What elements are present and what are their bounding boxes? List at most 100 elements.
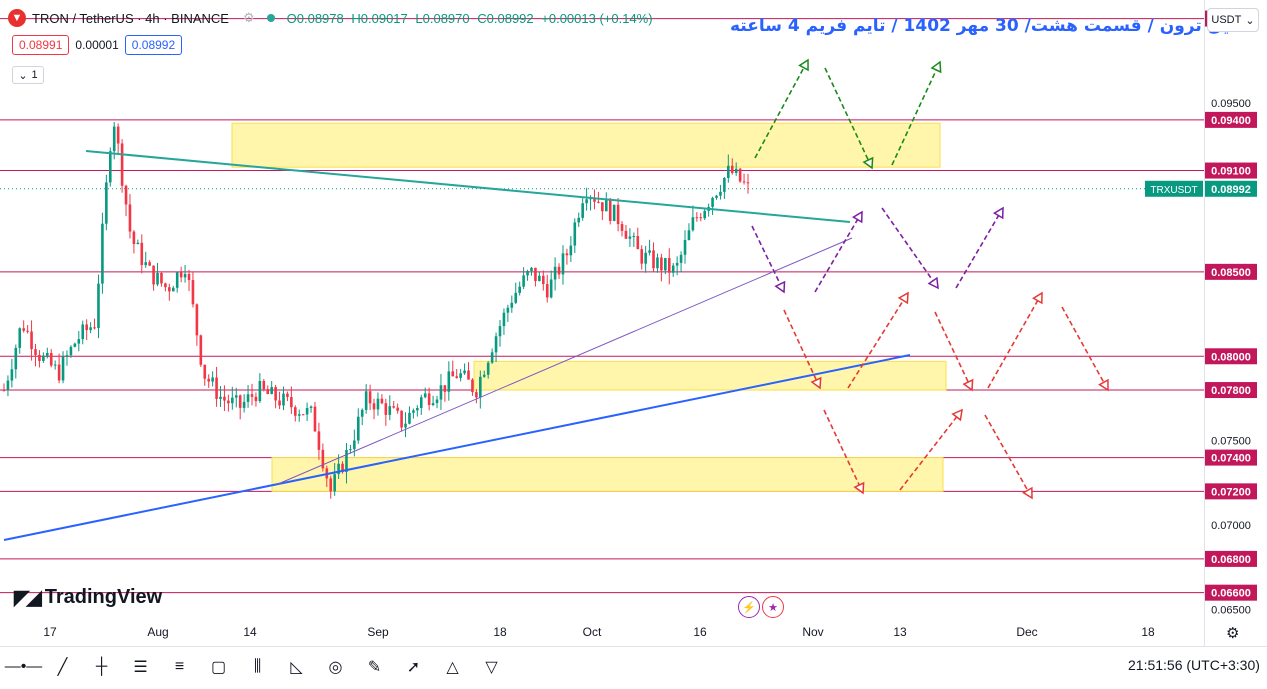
- rectangle-tool-icon[interactable]: ▢: [210, 659, 227, 676]
- x-tick-label: 17: [43, 625, 57, 639]
- candle-body: [679, 254, 683, 263]
- clock-timezone[interactable]: 21:51:56 (UTC+3:30): [1128, 657, 1260, 673]
- candle-body: [419, 397, 423, 408]
- candle-body: [542, 275, 545, 285]
- scenario-arrowhead: [862, 156, 874, 170]
- candle-body: [723, 177, 726, 192]
- x-tick-label: 18: [493, 625, 507, 639]
- buy-button[interactable]: 0.08992: [124, 35, 183, 55]
- candle-body: [89, 327, 92, 331]
- scenario-arrow: [984, 414, 1033, 499]
- horizontal-ray-tool-icon[interactable]: —•—: [4, 658, 43, 675]
- us-flag-icon[interactable]: ★: [762, 596, 784, 618]
- candle-body: [46, 352, 49, 356]
- circle-tool-icon[interactable]: ◎: [328, 659, 343, 676]
- indicators-toggle[interactable]: ⌄ 1: [12, 66, 44, 84]
- candle-body: [423, 393, 427, 398]
- candle-body: [345, 449, 348, 473]
- candle-body: [313, 406, 317, 432]
- price-level-tag: [1205, 162, 1257, 179]
- candle-body: [648, 250, 651, 253]
- candle-body: [187, 273, 191, 281]
- candle-body: [297, 414, 301, 416]
- tradingview-logo-icon: ◤◢: [14, 587, 42, 609]
- candle-body: [412, 410, 415, 413]
- candle-body: [506, 307, 510, 313]
- arrow-down-tool-icon[interactable]: ▽: [485, 659, 498, 676]
- candle-body: [695, 217, 699, 219]
- candle-body: [136, 242, 140, 245]
- axis-settings-gear-icon[interactable]: ⚙: [1226, 625, 1240, 642]
- y-tick-label: 0.07000: [1211, 520, 1251, 532]
- candle-body: [742, 181, 746, 183]
- candle-body: [69, 346, 73, 356]
- candle-body: [101, 223, 104, 284]
- tradingview-watermark: ◤◢ TradingView: [14, 585, 162, 610]
- arrow-up-tool-icon[interactable]: △: [446, 659, 459, 676]
- fib-tool-tool-icon[interactable]: ⫼: [253, 658, 262, 675]
- scenario-arrowhead: [810, 376, 822, 390]
- chevron-down-icon: ⌄: [18, 69, 28, 82]
- candle-body: [376, 398, 380, 410]
- candle-body: [565, 253, 569, 256]
- scenario-arrow: [814, 211, 863, 293]
- indicator-count: 1: [31, 69, 38, 81]
- trend-line-tool-icon[interactable]: ╱: [57, 659, 68, 676]
- candle-body: [234, 395, 238, 398]
- candle-body: [124, 185, 128, 205]
- candle-body: [254, 396, 258, 402]
- price-level-tag: [1205, 111, 1257, 128]
- candle-body: [219, 396, 222, 399]
- candle-body: [282, 393, 285, 406]
- price-level-label: 0.07200: [1211, 486, 1251, 498]
- brush-tool-icon[interactable]: ✎: [367, 659, 382, 676]
- candle-body: [427, 393, 431, 406]
- sell-button[interactable]: 0.08991: [12, 35, 70, 55]
- candle-body: [727, 165, 730, 178]
- scenario-arrow: [754, 59, 809, 159]
- candle-body: [215, 377, 218, 399]
- candle-body: [664, 258, 667, 271]
- settings-dot-icon[interactable]: ⚙: [242, 10, 255, 25]
- lightning-icon[interactable]: ⚡: [738, 596, 760, 618]
- open-value: O0.08978: [286, 10, 344, 26]
- regression-tool-icon[interactable]: ≡: [174, 658, 185, 675]
- candle-body: [250, 394, 254, 397]
- candle-body: [211, 377, 214, 382]
- arrow-tool-icon[interactable]: ➚: [406, 659, 421, 676]
- candle-body: [675, 262, 679, 266]
- x-tick-label: Oct: [583, 625, 602, 639]
- vertical-line-tool-icon[interactable]: ┼: [95, 658, 108, 675]
- candle-body: [624, 230, 628, 239]
- triangle-pattern-tool-icon[interactable]: ◺: [290, 659, 303, 676]
- scenario-arrow: [823, 409, 864, 494]
- market-status-icon: [266, 14, 275, 22]
- ascending-trendline: [3, 354, 911, 541]
- candle-body: [636, 236, 640, 250]
- parallel-channel-tool-icon[interactable]: ☰: [133, 659, 148, 676]
- candle-body: [6, 380, 10, 391]
- scenario-arrowhead: [992, 206, 1004, 220]
- descending-trendline: [85, 150, 851, 223]
- candle-body: [183, 273, 187, 278]
- candle-body: [730, 165, 734, 173]
- scenario-arrow: [987, 292, 1043, 389]
- scenario-arrow: [881, 207, 939, 289]
- candle-body: [475, 392, 478, 398]
- candle-body: [612, 204, 616, 221]
- ohlc-values: O0.08978 H0.09017 L0.08970 C0.08992 +0.0…: [287, 11, 657, 26]
- currency-select[interactable]: USDT ⌄: [1207, 8, 1259, 32]
- support-resistance-zone: [473, 360, 947, 391]
- symbol-title[interactable]: TRON / TetherUS · 4h · BINANCE: [32, 10, 229, 26]
- x-tick-label: Sep: [367, 625, 389, 639]
- close-value: C0.08992: [477, 10, 534, 26]
- price-level-label: 0.06800: [1211, 554, 1251, 566]
- candle-body: [392, 406, 396, 408]
- candle-body: [77, 339, 81, 344]
- candle-body: [108, 151, 112, 183]
- candle-body: [538, 275, 541, 282]
- scenario-arrowhead: [927, 276, 939, 290]
- candle-body: [671, 265, 675, 273]
- scenario-arrowhead: [1032, 291, 1043, 305]
